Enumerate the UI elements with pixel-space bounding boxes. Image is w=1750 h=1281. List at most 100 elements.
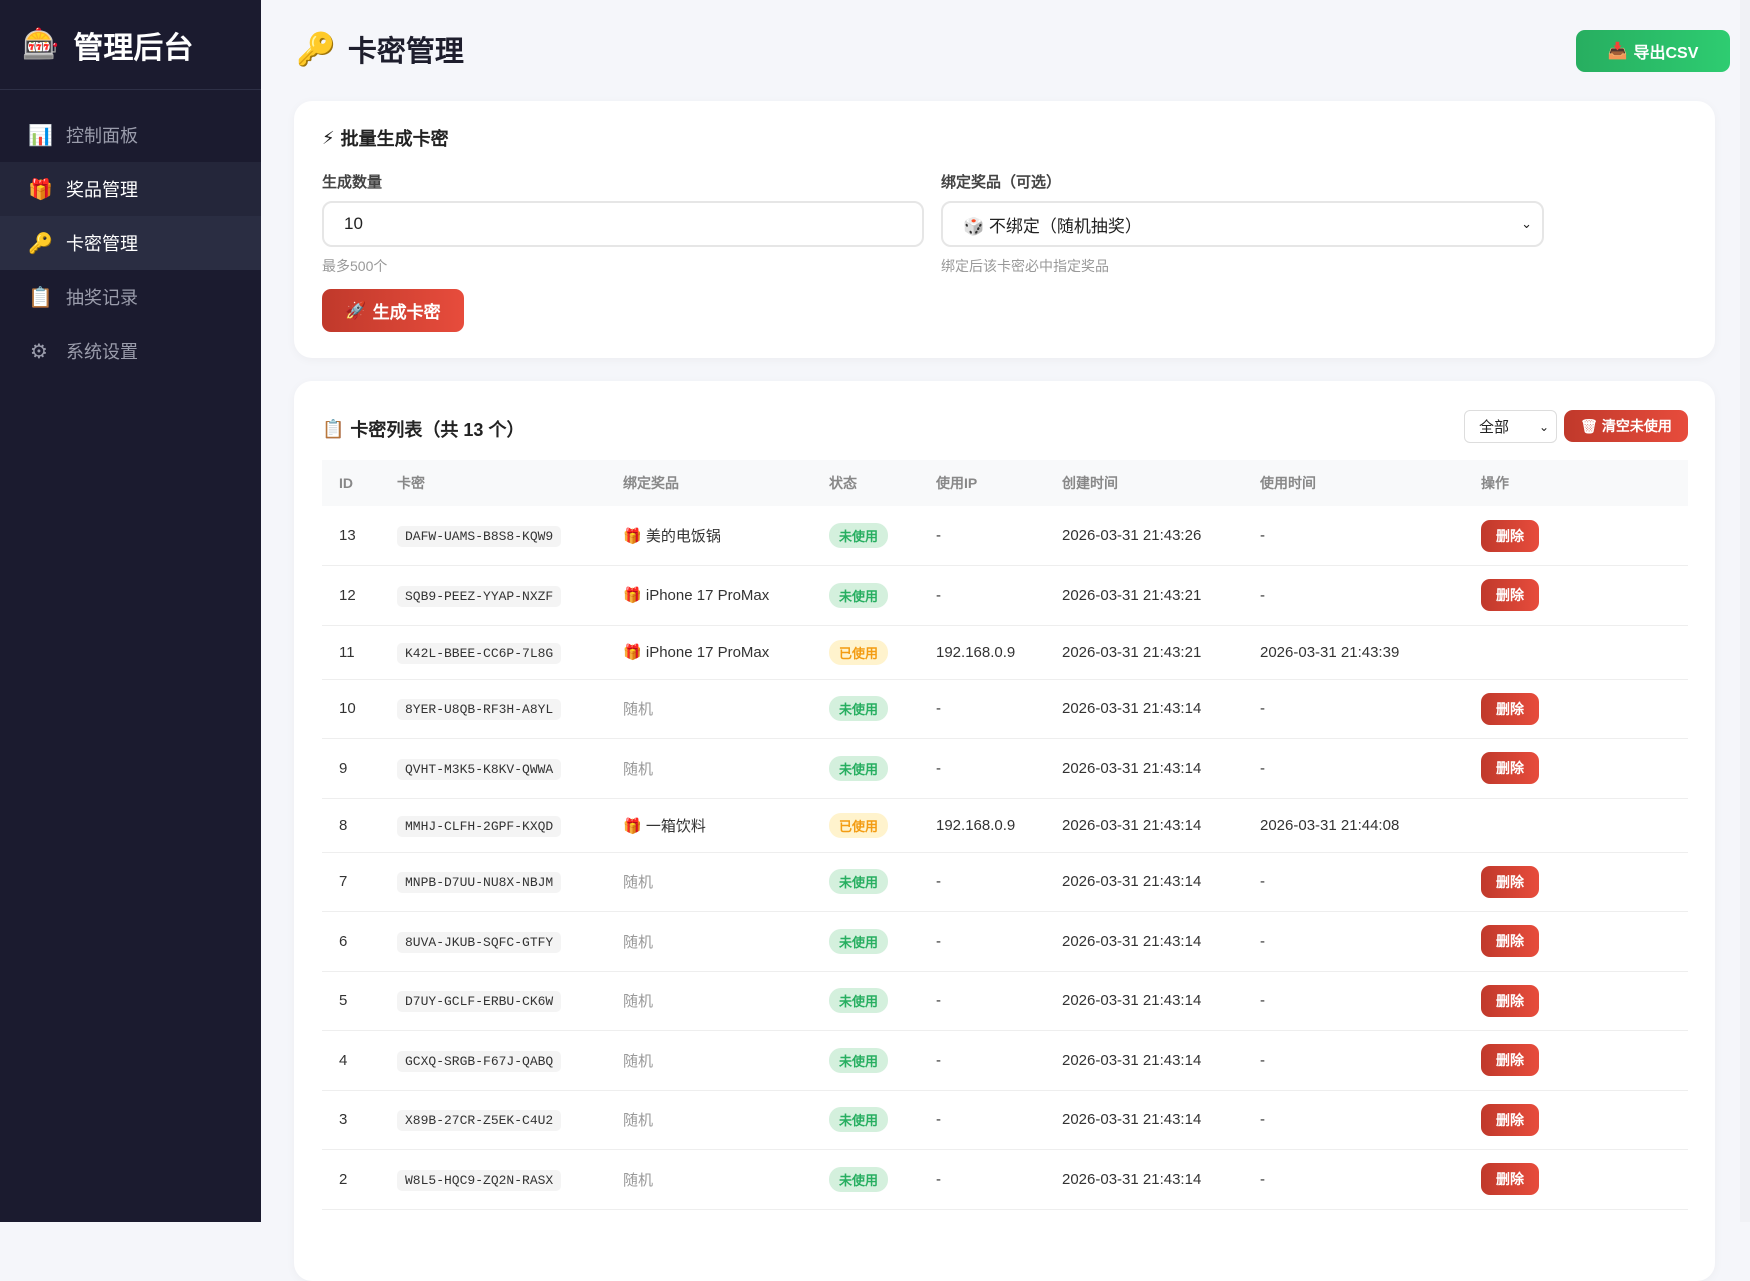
- bar-chart-icon: 📊: [28, 124, 53, 147]
- column-header: 使用IP: [936, 475, 978, 491]
- created-cell: 2026-03-31 21:43:14: [1045, 738, 1243, 799]
- sidebar-item-4[interactable]: ⚙ 系统设置: [0, 324, 261, 378]
- created-cell: 2026-03-31 21:43:14: [1045, 679, 1243, 739]
- id-cell: 8: [322, 798, 380, 853]
- delete-button[interactable]: 删除: [1481, 925, 1539, 958]
- sidebar-item-3[interactable]: 📋 抽奖记录: [0, 270, 261, 324]
- generate-button[interactable]: 🚀 生成卡密: [322, 289, 464, 332]
- code-cell: QVHT-M3K5-K8KV-QWWA: [380, 738, 606, 799]
- delete-button[interactable]: 删除: [1481, 1163, 1539, 1196]
- export-csv-button[interactable]: 📥 导出CSV: [1576, 30, 1730, 72]
- card-code: K42L-BBEE-CC6P-7L8G: [397, 642, 562, 664]
- code-cell: W8L5-HQC9-ZQ2N-RASX: [380, 1149, 606, 1210]
- ip-cell: -: [919, 1090, 1045, 1150]
- id-cell: 7: [322, 852, 380, 912]
- quantity-input[interactable]: 10: [322, 201, 924, 247]
- slot-machine-icon: 🎰: [22, 28, 60, 61]
- gift-icon: 🎁: [623, 528, 642, 545]
- rocket-icon: 🚀: [345, 300, 367, 320]
- clear-unused-button[interactable]: 🗑 清空未使用: [1564, 410, 1688, 442]
- gift-icon: 🎁: [623, 644, 642, 661]
- brand: 🎰 管理后台: [0, 0, 261, 90]
- status-badge: 未使用: [829, 1047, 889, 1073]
- id-cell: 12: [322, 565, 380, 626]
- id-cell: 4: [322, 1030, 380, 1091]
- sidebar-item-label: 抽奖记录: [66, 288, 138, 308]
- delete-button[interactable]: 删除: [1481, 1103, 1539, 1136]
- action-cell: 删除: [1464, 1090, 1688, 1150]
- status-cell: 未使用: [812, 852, 919, 912]
- sidebar-item-2[interactable]: 🔑 卡密管理: [0, 216, 261, 270]
- column-header: 状态: [829, 475, 857, 491]
- code-cell: MMHJ-CLFH-2GPF-KXQD: [380, 798, 606, 853]
- action-cell: 删除: [1464, 911, 1688, 972]
- ip-cell: -: [919, 911, 1045, 972]
- card-list: 📋 卡密列表（共 13 个） 全部 ⌄ 🗑 清空未使用 ID 卡密 绑定奖品 状态 使用IP 创…: [294, 381, 1715, 1281]
- delete-button[interactable]: 删除: [1481, 752, 1539, 785]
- created-cell: 2026-03-31 21:43:14: [1045, 1090, 1243, 1150]
- used-cell: 2026-03-31 21:43:39: [1243, 625, 1464, 680]
- action-cell: 删除: [1464, 738, 1688, 799]
- delete-button[interactable]: 删除: [1481, 579, 1539, 612]
- id-cell: 5: [322, 971, 380, 1031]
- sidebar-item-0[interactable]: 📊 控制面板: [0, 108, 261, 162]
- used-cell: -: [1243, 1030, 1464, 1091]
- key-icon: 🔑: [28, 232, 53, 255]
- ip-cell: 192.168.0.9: [919, 798, 1045, 853]
- download-icon: 📥: [1607, 43, 1628, 60]
- used-cell: -: [1243, 565, 1464, 626]
- sidebar-item-1[interactable]: 🎁 奖品管理: [0, 162, 261, 216]
- status-cell: 未使用: [812, 911, 919, 972]
- used-cell: 2026-03-31 21:44:08: [1243, 798, 1464, 853]
- clear-label: 清空未使用: [1601, 418, 1672, 434]
- column-header: 使用时间: [1260, 475, 1316, 491]
- created-cell: 2026-03-31 21:43:21: [1045, 565, 1243, 626]
- table-row: 13 DAFW-UAMS-B8S8-KQW9 🎁 美的电饭锅 未使用 - 202…: [322, 506, 1688, 566]
- column-header: 绑定奖品: [623, 475, 679, 491]
- code-cell: MNPB-D7UU-NU8X-NBJM: [380, 852, 606, 912]
- table-row: 9 QVHT-M3K5-K8KV-QWWA 随机 未使用 - 2026-03-3…: [322, 738, 1688, 799]
- status-badge: 未使用: [829, 523, 889, 548]
- action-cell: [1464, 625, 1688, 680]
- generate-title: ⚡ 批量生成卡密: [322, 125, 449, 151]
- code-cell: X89B-27CR-Z5EK-C4U2: [380, 1090, 606, 1150]
- delete-button[interactable]: 删除: [1481, 692, 1539, 725]
- prize-name: 一箱饮料: [645, 817, 706, 835]
- list-title-text: 卡密列表（共 13 个）: [350, 420, 525, 440]
- prize-cell: 随机: [606, 911, 812, 972]
- generate-card: ⚡ 批量生成卡密 生成数量 10 最多500个 绑定奖品（可选） 🎲 不绑定（随机…: [294, 101, 1715, 358]
- ip-cell: -: [919, 679, 1045, 739]
- used-cell: -: [1243, 911, 1464, 972]
- status-badge: 未使用: [829, 869, 889, 895]
- card-code: 8YER-U8QB-RF3H-A8YL: [397, 699, 562, 721]
- delete-button[interactable]: 删除: [1481, 1044, 1539, 1077]
- status-badge: 未使用: [829, 582, 889, 608]
- used-cell: -: [1243, 852, 1464, 912]
- card-code: DAFW-UAMS-B8S8-KQW9: [397, 526, 562, 547]
- ip-cell: -: [919, 1149, 1045, 1210]
- used-cell: -: [1243, 506, 1464, 566]
- table-row: 11 K42L-BBEE-CC6P-7L8G 🎁 iPhone 17 ProMa…: [322, 625, 1688, 680]
- status-filter-select[interactable]: 全部 ⌄: [1464, 410, 1557, 443]
- column-header: 操作: [1481, 475, 1509, 491]
- ip-cell: -: [919, 1030, 1045, 1091]
- prize-label: 绑定奖品（可选）: [941, 174, 1062, 191]
- status-cell: 未使用: [812, 1090, 919, 1150]
- used-cell: -: [1243, 971, 1464, 1031]
- delete-button[interactable]: 删除: [1481, 865, 1539, 898]
- scrollbar[interactable]: [1740, 0, 1750, 1222]
- chevron-down-icon: ⌄: [1521, 216, 1532, 231]
- prize-random: 随机: [623, 993, 654, 1011]
- delete-button[interactable]: 删除: [1481, 519, 1539, 552]
- status-badge: 未使用: [829, 988, 889, 1014]
- card-code: SQB9-PEEZ-YYAP-NXZF: [397, 585, 562, 607]
- prize-name: 美的电饭锅: [645, 528, 721, 545]
- column-header: ID: [339, 475, 353, 491]
- delete-button[interactable]: 删除: [1481, 984, 1539, 1017]
- prize-select[interactable]: 🎲 不绑定（随机抽奖） ⌄: [941, 201, 1544, 247]
- code-cell: 8UVA-JKUB-SQFC-GTFY: [380, 911, 606, 972]
- lightning-icon: ⚡: [322, 127, 335, 148]
- ip-cell: -: [919, 565, 1045, 626]
- status-cell: 未使用: [812, 506, 919, 566]
- prize-cell: 随机: [606, 738, 812, 799]
